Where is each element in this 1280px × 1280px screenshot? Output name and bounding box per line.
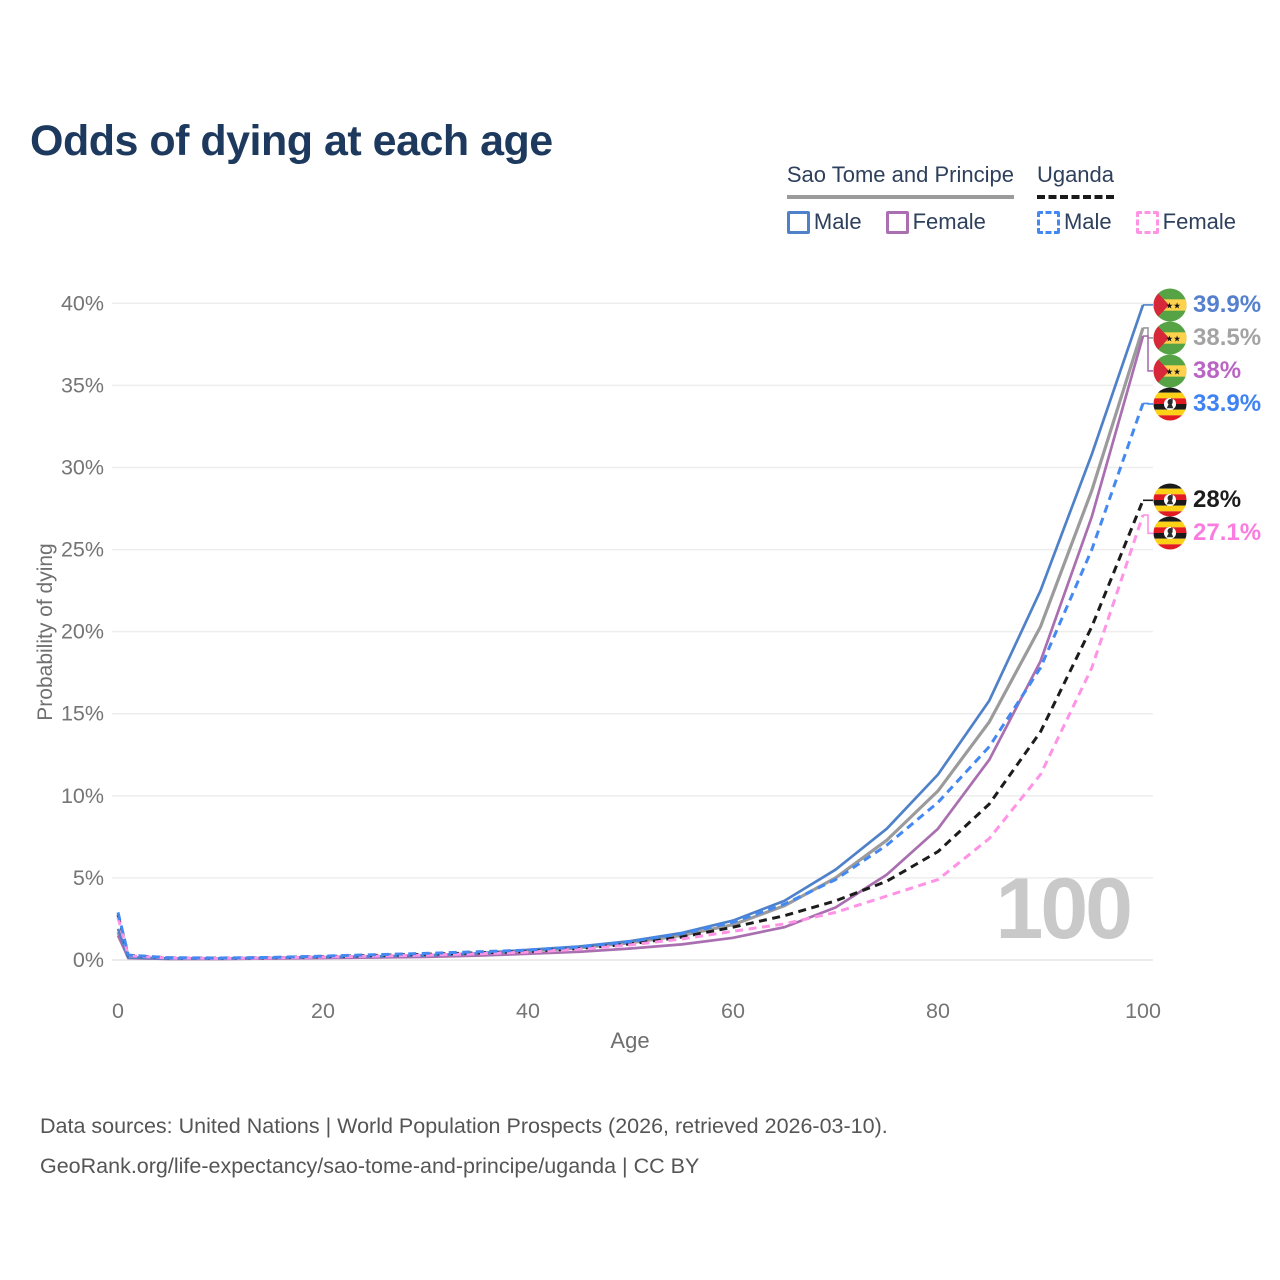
legend-item-label: Female: [1162, 209, 1236, 234]
y-tick-label-0: 0%: [73, 948, 104, 972]
y-tick-label-5: 5%: [73, 866, 104, 890]
uganda-flag-icon: [1153, 483, 1187, 517]
end-label-row-uganda-male: 33.9%: [1153, 387, 1261, 421]
legend-item-label: Male: [813, 209, 862, 234]
end-label-row-sao-tome-and-principe-female: ★★ 38%: [1153, 354, 1241, 388]
legend-swatch-icon: [786, 210, 810, 234]
x-tick-label-80: 80: [926, 999, 950, 1023]
x-tick-label-0: 0: [112, 999, 124, 1023]
series-line-uganda-female[interactable]: [116, 514, 1145, 960]
legend-swatch-icon: [1135, 210, 1159, 234]
footer-attribution-url: GeoRank.org/life-expectancy/sao-tome-and…: [40, 1154, 700, 1178]
series-line-uganda-uganda[interactable]: [116, 499, 1145, 960]
svg-text:★★: ★★: [1166, 334, 1182, 344]
y-tick-label-35: 35%: [61, 373, 104, 397]
series-end-value: 28%: [1193, 486, 1242, 514]
legend-item-label: Female: [912, 209, 986, 234]
age-watermark: 100: [995, 861, 1133, 957]
end-label-connector: [1143, 514, 1153, 535]
series-end-value: 39.9%: [1193, 290, 1262, 318]
y-tick-label-15: 15%: [61, 702, 104, 726]
x-axis-title: Age: [610, 1028, 650, 1053]
series-end-value: 27.1%: [1193, 519, 1262, 547]
footer: Data sources: United Nations | World Pop…: [40, 1106, 888, 1186]
legend-items: Male Female: [1036, 209, 1236, 235]
x-tick-label-60: 60: [721, 999, 745, 1023]
end-label-row-uganda-uganda: 28%: [1153, 483, 1241, 517]
legend-group-title[interactable]: Sao Tome and Principe: [786, 162, 1014, 199]
end-label-row-uganda-female: 27.1%: [1153, 516, 1261, 550]
series-end-value: 38.5%: [1193, 323, 1262, 351]
legend: Sao Tome and Principe Male Female Uganda Mal…: [786, 162, 1236, 235]
legend-item-uganda-male[interactable]: Male: [1036, 209, 1112, 235]
y-tick-label-30: 30%: [61, 455, 104, 479]
sao-tome-and-principe-flag-icon: ★★: [1153, 288, 1187, 322]
page-title: Odds of dying at each age: [30, 116, 553, 165]
y-axis-title: Probability of dying: [34, 543, 57, 721]
series-line-sao-tome-and-principe-sao-tome-and-principe[interactable]: [116, 327, 1145, 961]
y-tick-label-20: 20%: [61, 620, 104, 644]
legend-item-sao-tome-and-principe-female[interactable]: Female: [885, 209, 986, 235]
sao-tome-and-principe-flag-icon: ★★: [1153, 354, 1187, 388]
series-line-uganda-male[interactable]: [116, 402, 1145, 960]
y-tick-label-10: 10%: [61, 784, 104, 808]
legend-group-title[interactable]: Uganda: [1036, 162, 1115, 199]
end-label-connector: [1143, 402, 1153, 405]
footer-data-sources: Data sources: United Nations | World Pop…: [40, 1114, 888, 1138]
end-label-row-sao-tome-and-principe-sao-tome-and-principe: ★★ 38.5%: [1153, 321, 1261, 355]
end-label-connector: [1143, 327, 1153, 339]
svg-text:★★: ★★: [1166, 301, 1182, 311]
series-end-value: 38%: [1193, 356, 1242, 384]
series-line-sao-tome-and-principe-female[interactable]: [116, 335, 1145, 961]
end-label-connector: [1143, 335, 1153, 372]
y-tick-label-40: 40%: [61, 291, 104, 315]
sao-tome-and-principe-flag-icon: ★★: [1153, 321, 1187, 355]
series-end-value: 33.9%: [1193, 389, 1262, 417]
uganda-flag-icon: [1153, 516, 1187, 550]
legend-item-label: Male: [1063, 209, 1112, 234]
legend-group-sao-tome-and-principe: Sao Tome and Principe Male Female: [786, 162, 1014, 235]
legend-item-uganda-female[interactable]: Female: [1135, 209, 1236, 235]
legend-items: Male Female: [786, 209, 1014, 235]
x-tick-label-20: 20: [311, 999, 335, 1023]
x-tick-label-40: 40: [516, 999, 540, 1023]
legend-group-uganda: Uganda Male Female: [1036, 162, 1236, 235]
x-tick-label-100: 100: [1125, 999, 1161, 1023]
end-label-row-sao-tome-and-principe-male: ★★ 39.9%: [1153, 288, 1261, 322]
y-tick-label-25: 25%: [61, 538, 104, 562]
legend-swatch-icon: [1036, 210, 1060, 234]
legend-swatch-icon: [885, 210, 909, 234]
svg-text:★★: ★★: [1166, 367, 1182, 377]
legend-item-sao-tome-and-principe-male[interactable]: Male: [786, 209, 862, 235]
uganda-flag-icon: [1153, 387, 1187, 421]
